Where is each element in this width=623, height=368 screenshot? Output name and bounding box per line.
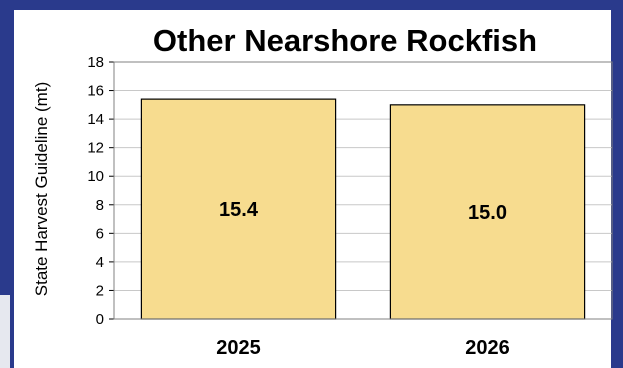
y-tick-label: 16 [87,83,104,100]
y-tick-label: 14 [87,111,104,128]
y-tick-label: 4 [96,254,104,271]
y-tick-label: 10 [87,168,104,185]
chart-title: Other Nearshore Rockfish [153,23,537,58]
bar [140,98,337,320]
plot-area-border [113,61,613,320]
y-axis-ticks: 0 2 4 6 8 10 12 14 16 18 [87,54,114,328]
x-axis-ticks: 2025 2026 [114,318,612,359]
data-label: 15.4 [219,199,259,221]
y-tick-label: 6 [96,225,104,242]
y-tick-label: 8 [96,197,104,214]
y-tick-label: 18 [87,54,104,71]
bar [389,104,586,320]
x-tick-label: 2025 [216,337,261,359]
bars: 15.4 15.0 [140,98,586,320]
y-axis-label: State Harvest Guideline (mt) [32,82,51,296]
side-strip [0,295,10,368]
y-tick-label: 12 [87,140,104,157]
y-tick-label: 2 [96,282,104,299]
x-tick-label: 2026 [465,337,510,359]
data-label: 15.0 [468,202,507,224]
y-tick-label: 0 [96,311,104,328]
